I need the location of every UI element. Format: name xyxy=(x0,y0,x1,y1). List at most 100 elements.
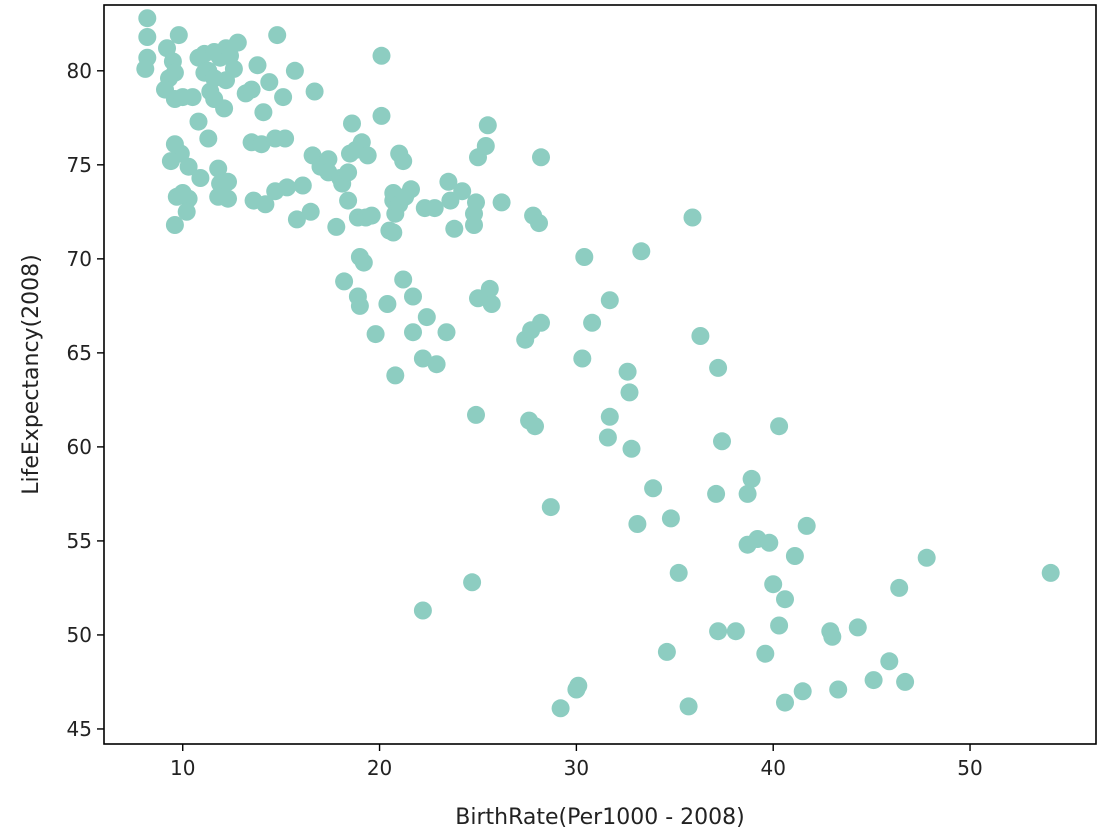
data-point xyxy=(358,146,377,165)
x-tick-label: 10 xyxy=(170,756,195,780)
data-point xyxy=(301,202,320,221)
data-point xyxy=(285,61,304,80)
x-tick-label: 30 xyxy=(564,756,589,780)
data-point xyxy=(242,80,261,99)
data-point xyxy=(770,616,789,635)
data-point xyxy=(335,272,354,291)
data-point xyxy=(343,114,361,133)
data-point xyxy=(526,417,544,436)
data-point xyxy=(219,189,237,208)
data-point xyxy=(530,214,548,233)
data-points xyxy=(136,9,1060,718)
data-point xyxy=(248,56,267,75)
data-point xyxy=(785,547,804,565)
y-tick-label: 80 xyxy=(67,59,92,83)
data-point xyxy=(228,33,247,52)
data-point xyxy=(183,88,202,107)
data-point xyxy=(372,106,391,125)
data-point xyxy=(384,223,403,242)
data-point xyxy=(394,152,413,171)
data-point xyxy=(917,548,936,567)
data-point xyxy=(378,295,397,313)
data-point xyxy=(896,672,915,691)
data-point xyxy=(742,469,761,488)
data-point xyxy=(319,150,338,169)
data-point xyxy=(254,103,273,122)
data-point xyxy=(439,172,458,191)
data-point xyxy=(620,383,639,402)
data-point xyxy=(756,644,775,663)
data-point xyxy=(776,590,794,609)
data-point xyxy=(793,682,812,701)
data-point xyxy=(482,295,501,313)
data-point xyxy=(260,73,279,92)
y-tick-label: 75 xyxy=(67,153,92,177)
data-point xyxy=(492,193,511,212)
data-point xyxy=(199,129,218,148)
x-axis-ticks: 10 20 30 40 50 xyxy=(170,744,983,780)
data-point xyxy=(445,219,464,238)
data-point xyxy=(541,498,560,517)
y-tick-label: 55 xyxy=(67,529,92,553)
data-point xyxy=(177,202,196,221)
y-tick-label: 50 xyxy=(67,623,92,647)
data-point xyxy=(413,349,432,368)
data-point xyxy=(453,182,472,201)
x-tick-label: 50 xyxy=(957,756,982,780)
data-point xyxy=(224,59,243,78)
data-point xyxy=(764,575,783,594)
data-point xyxy=(770,417,789,436)
data-point xyxy=(848,618,867,637)
data-point xyxy=(551,699,570,718)
data-point xyxy=(776,693,794,712)
data-point xyxy=(427,355,446,374)
data-point xyxy=(829,680,848,699)
data-point xyxy=(138,9,157,28)
x-tick-label: 20 xyxy=(367,756,392,780)
data-point xyxy=(372,46,391,65)
data-point xyxy=(532,148,550,167)
data-point xyxy=(476,137,495,155)
data-point xyxy=(252,135,271,154)
data-point xyxy=(350,296,369,315)
y-tick-label: 45 xyxy=(67,717,92,741)
data-point xyxy=(354,253,373,272)
data-point xyxy=(327,217,346,236)
data-point xyxy=(339,163,358,182)
data-point xyxy=(215,99,234,118)
data-point xyxy=(161,152,180,171)
data-point xyxy=(657,642,676,661)
data-point xyxy=(726,622,745,641)
data-point xyxy=(632,242,651,261)
x-axis-label: BirthRate(Per1000 - 2008) xyxy=(455,805,744,830)
data-point xyxy=(191,169,210,187)
y-tick-label: 60 xyxy=(67,435,92,459)
data-point xyxy=(413,601,432,620)
data-point xyxy=(386,366,405,385)
data-point xyxy=(797,516,816,535)
data-point xyxy=(600,407,619,426)
x-tick-label: 40 xyxy=(760,756,785,780)
y-axis-ticks: 45 50 55 60 65 70 75 80 xyxy=(67,59,104,741)
data-point xyxy=(709,358,728,377)
data-point xyxy=(598,428,617,447)
data-point xyxy=(425,199,444,218)
data-point xyxy=(738,484,757,503)
data-point xyxy=(532,313,550,332)
data-point xyxy=(679,697,698,716)
data-point xyxy=(136,59,155,78)
data-point xyxy=(169,26,188,45)
data-point xyxy=(575,248,594,266)
data-point xyxy=(437,323,456,342)
data-point xyxy=(274,88,293,107)
data-point xyxy=(179,157,198,176)
data-point xyxy=(287,210,306,229)
data-point xyxy=(394,270,413,289)
data-point xyxy=(465,216,483,234)
data-point xyxy=(1041,563,1060,582)
data-point xyxy=(713,432,731,451)
data-point xyxy=(600,291,619,310)
data-point xyxy=(339,191,358,210)
data-point xyxy=(661,509,680,528)
